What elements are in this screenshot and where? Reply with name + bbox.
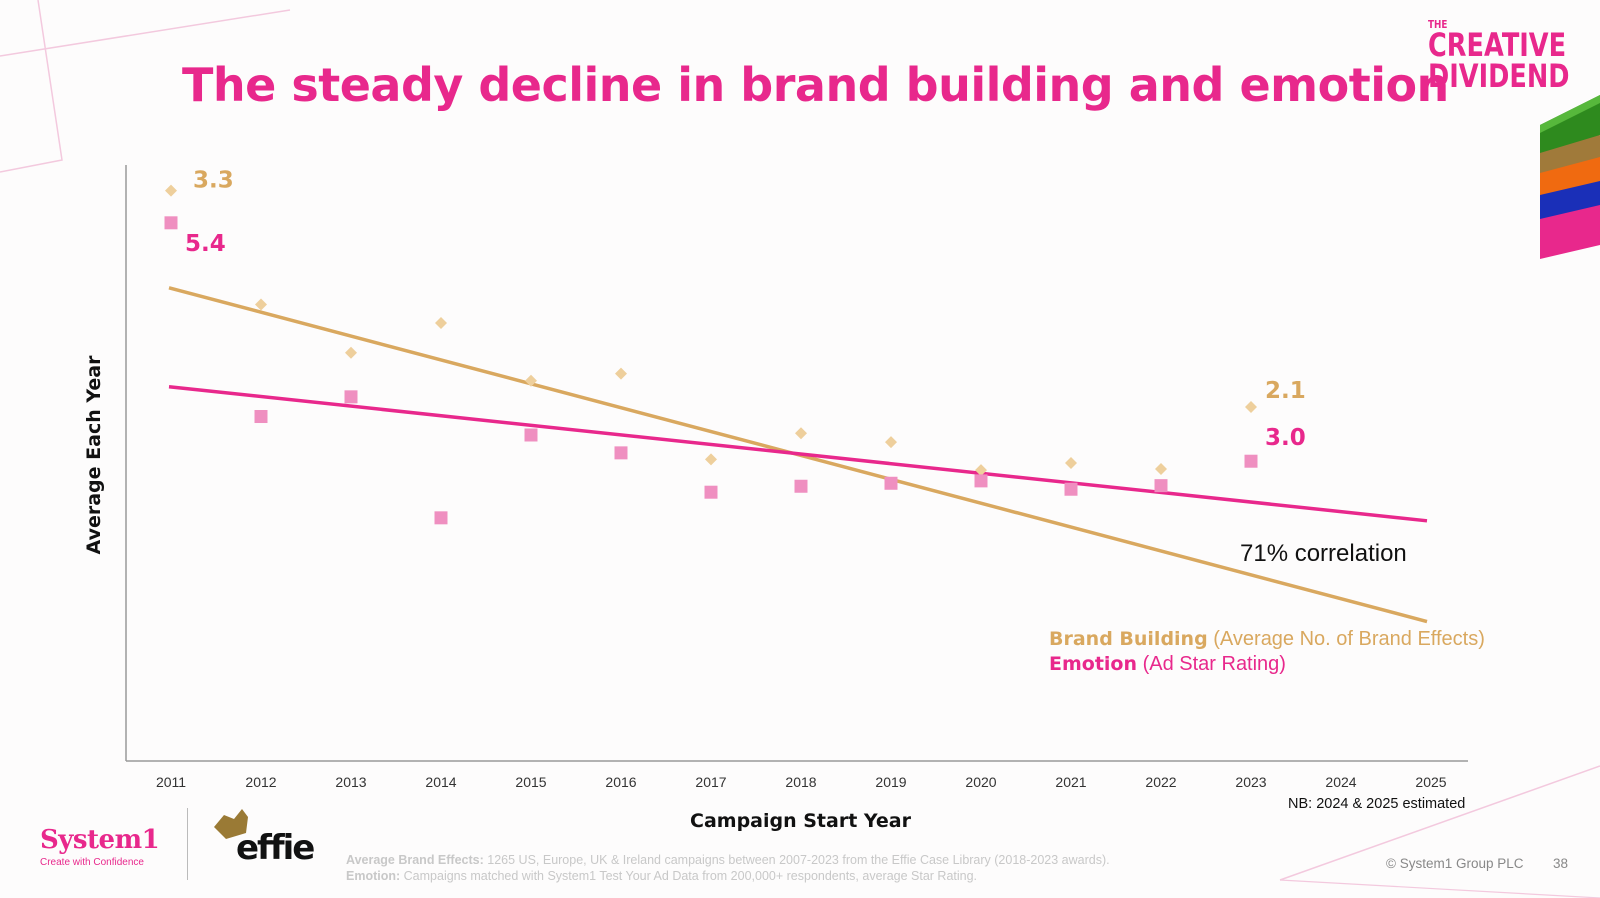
source-note: Average Brand Effects: 1265 US, Europe, … <box>346 853 1110 883</box>
x-tick-label: 2019 <box>875 774 906 790</box>
estimate-note: NB: 2024 & 2025 estimated <box>1288 796 1466 812</box>
emotion-point <box>254 410 268 424</box>
brand-building-point <box>975 464 987 477</box>
chart-legend: Brand Building (Average No. of Brand Eff… <box>1049 627 1485 677</box>
emotion-point <box>794 479 808 493</box>
page-number: 38 <box>1553 856 1569 871</box>
emotion-point <box>524 428 538 442</box>
correlation-annotation: 71% correlation <box>1240 540 1407 567</box>
layered-blocks-graphic <box>1540 95 1600 259</box>
x-tick-label: 2014 <box>425 774 456 790</box>
y-axis-label: Average Each Year <box>83 355 105 555</box>
trendline-emotion <box>168 384 1428 523</box>
value-label-end: 3.0 <box>1265 425 1306 451</box>
value-label-start: 5.4 <box>185 231 226 257</box>
emotion-point <box>434 511 448 525</box>
emotion-point <box>704 485 718 499</box>
emotion-point <box>164 216 178 230</box>
x-tick-label: 2013 <box>335 774 366 790</box>
footer-divider <box>187 808 188 880</box>
brand-building-point <box>1155 462 1167 475</box>
system1-logo: System1 Create with Confidence <box>40 825 160 868</box>
emotion-point <box>1244 454 1258 468</box>
x-axis-label: Campaign Start Year <box>690 810 911 832</box>
x-tick-label: 2017 <box>695 774 726 790</box>
copyright: © System1 Group PLC <box>1386 856 1524 871</box>
effie-trophy-icon <box>214 809 248 839</box>
brand-building-point <box>525 374 537 387</box>
legend-emotion: Emotion (Ad Star Rating) <box>1049 653 1286 675</box>
brand-building-point <box>705 453 717 466</box>
brand-building-point <box>435 316 447 329</box>
value-label-end: 2.1 <box>1265 378 1306 404</box>
emotion-point <box>974 474 988 488</box>
brand-building-point <box>1065 457 1077 469</box>
x-tick-label: 2011 <box>156 774 186 790</box>
x-tick-label: 2024 <box>1325 774 1356 790</box>
brand-building-point <box>795 427 807 440</box>
emotion-point <box>344 390 358 404</box>
x-tick-label: 2021 <box>1055 774 1086 790</box>
x-tick-label: 2025 <box>1415 774 1446 790</box>
brand-building-point <box>615 367 627 380</box>
x-tick-label: 2012 <box>245 774 276 790</box>
value-label-start: 3.3 <box>193 168 234 194</box>
emotion-point <box>884 476 898 490</box>
brand-building-point <box>885 436 897 449</box>
x-tick-label: 2023 <box>1235 774 1266 790</box>
emotion-point <box>1154 479 1168 493</box>
brand-building-point <box>255 298 267 311</box>
brand-building-point <box>165 184 177 197</box>
brand-building-point <box>1245 400 1257 413</box>
x-tick-label: 2015 <box>515 774 546 790</box>
brand-building-point <box>345 346 357 359</box>
page-title: The steady decline in brand building and… <box>182 58 1449 112</box>
effie-logo: effie <box>236 828 315 868</box>
x-tick-label: 2020 <box>965 774 996 790</box>
x-tick-label: 2016 <box>605 774 636 790</box>
legend-brand-building: Brand Building (Average No. of Brand Eff… <box>1049 628 1485 650</box>
x-tick-label: 2018 <box>785 774 816 790</box>
emotion-point <box>614 446 628 460</box>
x-tick-label: 2022 <box>1145 774 1176 790</box>
emotion-point <box>1064 482 1078 496</box>
